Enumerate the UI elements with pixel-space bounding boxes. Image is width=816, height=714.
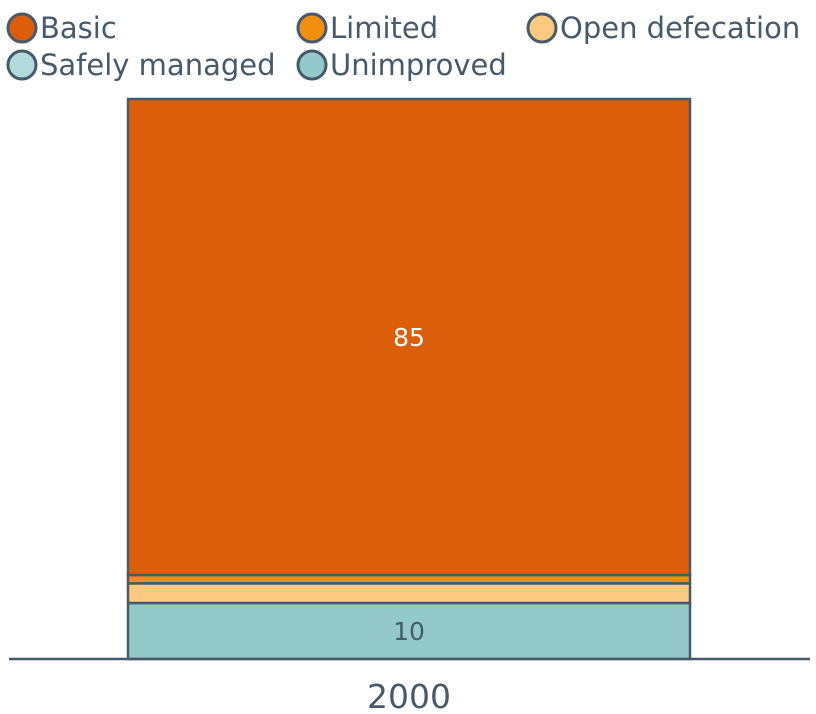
bar-stack: [126, 97, 692, 661]
data-label-basic: 85: [393, 323, 425, 352]
bar-segment-basic: [126, 97, 692, 577]
bar-segment-limited: [126, 573, 692, 585]
legend-swatch-safely-managed: [6, 49, 38, 81]
bar-segment-unimproved: [126, 601, 692, 661]
data-labels: 85 10: [393, 323, 425, 646]
legend-label-safely-managed: Safely managed: [40, 48, 276, 82]
legend-swatch-open-defecation: [526, 12, 558, 44]
legend-label-basic: Basic: [40, 11, 117, 45]
data-label-unimproved: 10: [393, 617, 425, 646]
legend-item-safely-managed: Safely managed: [6, 48, 276, 82]
legend-item-unimproved: Unimproved: [296, 48, 507, 82]
legend-swatch-limited: [296, 12, 328, 44]
legend-item-limited: Limited: [296, 11, 438, 45]
legend-label-open-defecation: Open defecation: [560, 11, 800, 45]
bar-segment-open-defecation: [126, 582, 692, 605]
x-axis-ticks: 2000: [367, 677, 451, 714]
legend-label-unimproved: Unimproved: [330, 48, 507, 82]
legend-item-basic: Basic: [6, 11, 117, 45]
x-tick-label-2000: 2000: [367, 677, 451, 714]
legend-swatch-unimproved: [296, 49, 328, 81]
legend-item-open-defecation: Open defecation: [526, 11, 800, 45]
legend-label-limited: Limited: [330, 11, 438, 45]
legend: Basic Limited Open defecation Safely manage…: [6, 11, 800, 82]
legend-swatch-basic: [6, 12, 38, 44]
